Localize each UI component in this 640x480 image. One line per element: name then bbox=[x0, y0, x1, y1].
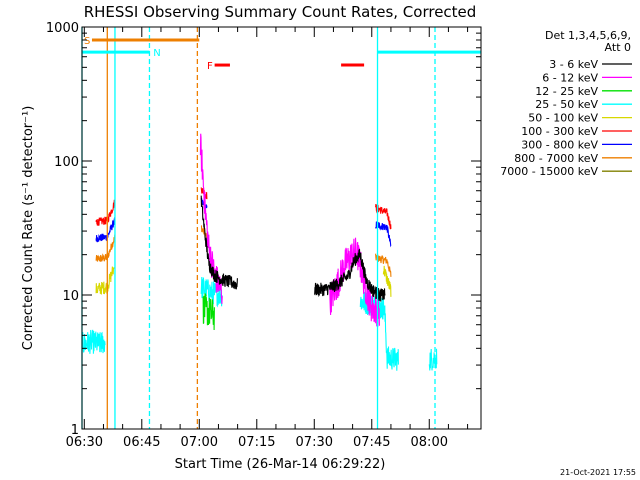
legend-label: 50 - 100 keV bbox=[528, 112, 598, 125]
legend-label: 300 - 800 keV bbox=[521, 138, 598, 151]
x-tick-label: 06:45 bbox=[123, 435, 160, 450]
axes: 1 10 100 1000 06:30 06:45 07:00 07:15 07:30 07:45… bbox=[46, 21, 482, 450]
x-tick-label: 07:15 bbox=[238, 435, 275, 450]
legend-label: 12 - 25 keV bbox=[535, 85, 598, 98]
legend-label: 7000 - 15000 keV bbox=[500, 165, 598, 178]
x-tick-label: 06:30 bbox=[66, 435, 103, 450]
flag-label: S bbox=[84, 36, 90, 47]
y-tick-label: 100 bbox=[54, 155, 79, 170]
legend-label: 6 - 12 keV bbox=[542, 71, 598, 84]
plot-frame bbox=[81, 26, 482, 430]
legend-label: 3 - 6 keV bbox=[549, 58, 598, 71]
series-trace-25-50-kev bbox=[81, 276, 438, 371]
x-tick-label: 07:00 bbox=[181, 435, 218, 450]
series-trace-50-100-kev bbox=[95, 265, 392, 297]
x-tick-label: 08:00 bbox=[411, 435, 448, 450]
x-tick-label: 07:30 bbox=[296, 435, 333, 450]
x-tick-label: 07:45 bbox=[353, 435, 390, 450]
legend-label: 800 - 7000 keV bbox=[514, 152, 598, 165]
footer-date: 21-Oct-2021 17:55 bbox=[560, 468, 636, 477]
flag-label: N bbox=[153, 48, 160, 59]
y-axis-label: Corrected Count Rate (s⁻¹ detector⁻¹) bbox=[21, 106, 36, 351]
legend-label: 25 - 50 keV bbox=[535, 98, 598, 111]
flag-label: F bbox=[207, 61, 213, 72]
series-trace-3-6-kev bbox=[200, 195, 386, 302]
y-tick-label: 1 bbox=[71, 423, 79, 438]
legend-label: 100 - 300 keV bbox=[521, 125, 598, 138]
y-tick-label: 1000 bbox=[46, 21, 79, 36]
x-axis-label: Start Time (26-Mar-14 06:29:22) bbox=[175, 457, 386, 472]
legend-header: Det 1,3,4,5,6,9, bbox=[545, 29, 631, 42]
y-tick-label: 10 bbox=[62, 289, 79, 304]
series-trace-12-25-kev bbox=[202, 292, 215, 331]
chart-title: RHESSI Observing Summary Count Rates, Co… bbox=[84, 3, 477, 21]
legend-header: Att 0 bbox=[605, 41, 631, 54]
